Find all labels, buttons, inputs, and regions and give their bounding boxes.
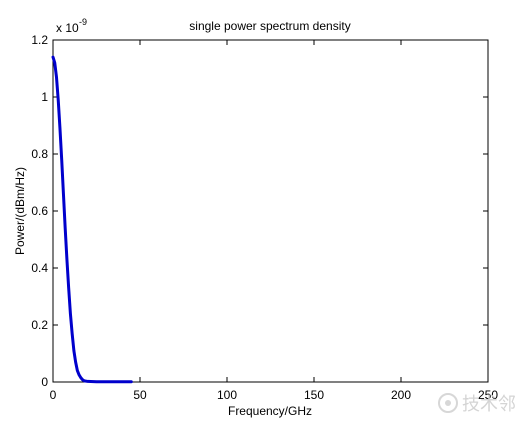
x-tick-label: 50 xyxy=(133,388,147,402)
x-tick-label: 200 xyxy=(391,388,411,402)
x-tick-label: 250 xyxy=(478,388,498,402)
x-tick-label: 0 xyxy=(50,388,57,402)
series-line xyxy=(51,55,133,384)
y-tick-label: 0.4 xyxy=(31,261,48,275)
y-tick-label: 0.8 xyxy=(31,147,48,161)
chart-title: single power spectrum density xyxy=(189,19,350,33)
plot-area xyxy=(52,39,489,383)
x-tick-label: 100 xyxy=(217,388,237,402)
x-tick-label: 150 xyxy=(304,388,324,402)
y-tick-label: 1 xyxy=(41,90,48,104)
y-tick-label: 0.6 xyxy=(31,204,48,218)
y-multiplier-exponent: -9 xyxy=(79,17,87,27)
y-tick-label: 1.2 xyxy=(31,33,48,47)
y-tick-label: 0.2 xyxy=(31,318,48,332)
y-tick-label: 0 xyxy=(41,375,48,389)
y-multiplier-label: x 10 xyxy=(56,21,79,35)
y-axis-title: Power/(dBm/Hz) xyxy=(13,167,27,255)
x-axis-title: Frequency/GHz xyxy=(228,404,312,418)
